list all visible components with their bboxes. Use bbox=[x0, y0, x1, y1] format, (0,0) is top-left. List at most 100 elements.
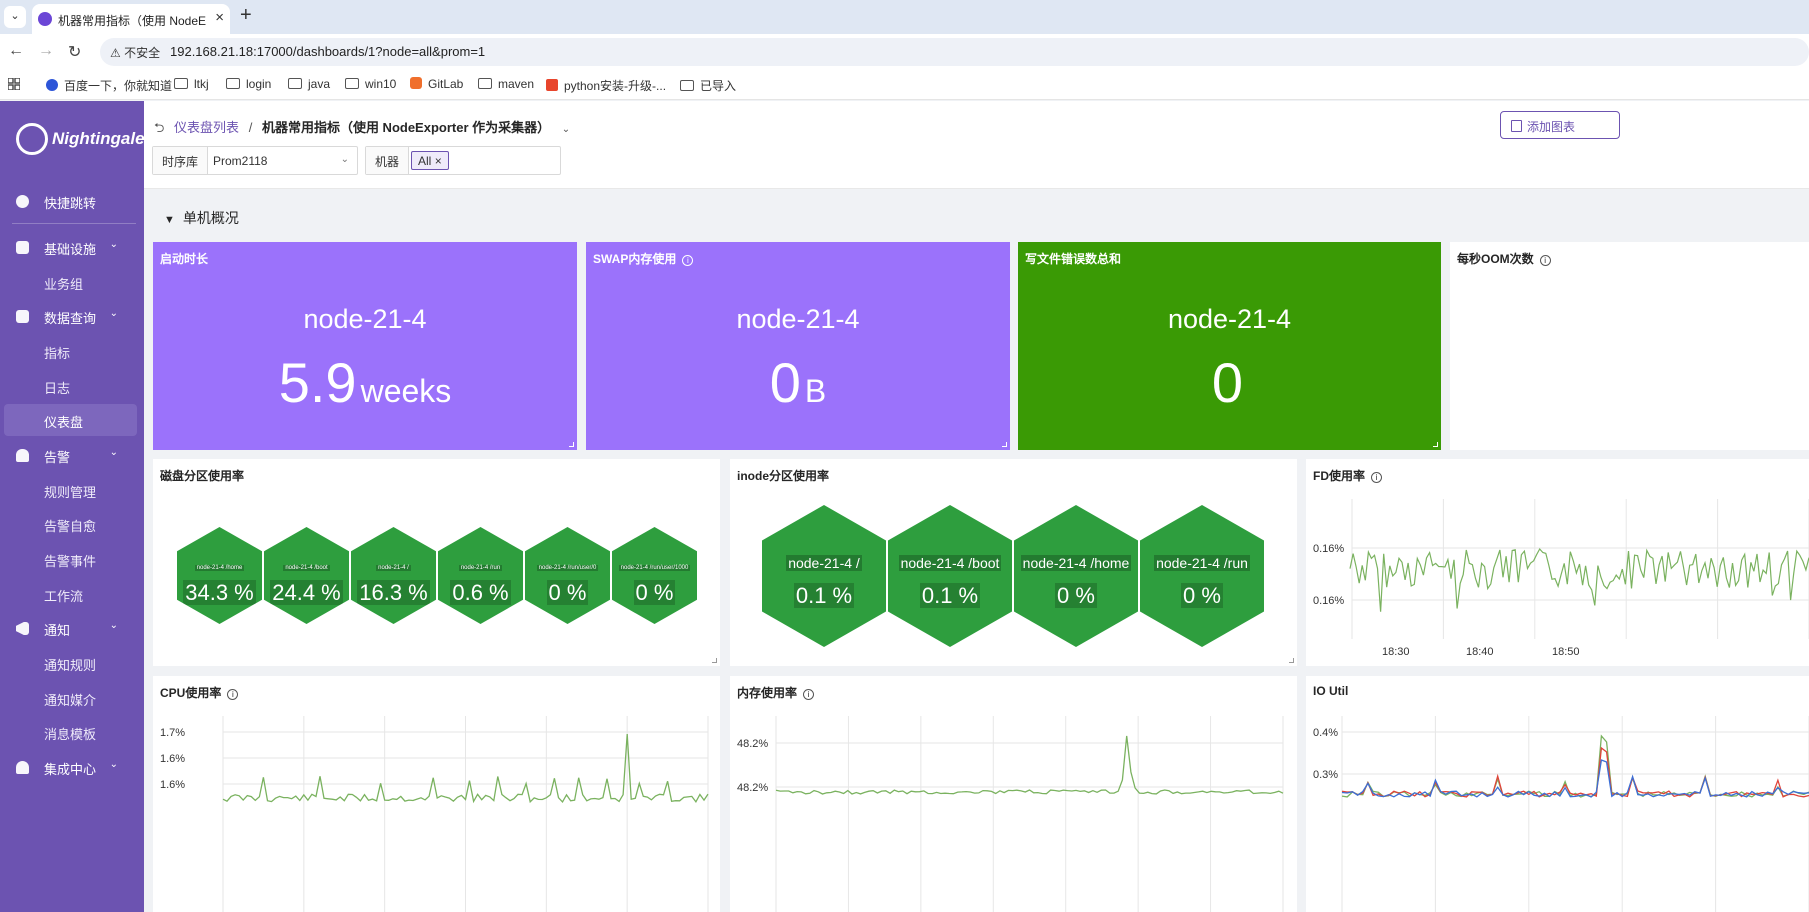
resize-handle-icon[interactable] bbox=[1002, 442, 1007, 447]
stat-series-name: node-21-4 bbox=[1167, 304, 1292, 334]
gitlab-icon bbox=[410, 77, 422, 89]
hex-cell[interactable]: node-21-4 /home 34.3 % bbox=[177, 527, 262, 624]
bookmark-imported[interactable]: 已导入 bbox=[680, 77, 736, 94]
chevron-down-icon[interactable]: ⌄ bbox=[340, 154, 349, 165]
sidebar-item-notify-media[interactable]: 通知媒介 bbox=[44, 693, 97, 708]
bookmark-win10[interactable]: win10 bbox=[345, 77, 396, 91]
hex-cell[interactable]: node-21-4 /run/user/0 0 % bbox=[525, 527, 610, 624]
hex-label: node-21-4 / bbox=[376, 565, 411, 571]
machine-select[interactable]: 机器 All × bbox=[365, 146, 561, 175]
bookmark-login[interactable]: login bbox=[226, 77, 271, 91]
folder-icon bbox=[226, 78, 240, 89]
tab-search-icon[interactable]: ⌄ bbox=[4, 6, 26, 28]
hex-cell[interactable]: node-21-4 /boot 24.4 % bbox=[264, 527, 349, 624]
sidebar-item-biz-group[interactable]: 业务组 bbox=[44, 277, 84, 292]
hex-cell[interactable]: node-21-4 /run/user/1000 0 % bbox=[612, 527, 697, 624]
panel-io-util[interactable]: IO Util 0.4% 0.3% bbox=[1306, 676, 1809, 912]
sidebar-item-notify[interactable]: 通知 ⌄ bbox=[0, 611, 144, 645]
hex-cell[interactable]: node-21-4 /boot 0.1 % bbox=[888, 505, 1012, 647]
stat-panel-oom[interactable]: 每秒OOM次数 i bbox=[1450, 242, 1809, 450]
url-field[interactable]: ⚠ 不安全 192.168.21.18:17000/dashboards/1?n… bbox=[100, 38, 1809, 66]
panel-title: CPU使用率 i bbox=[160, 684, 239, 701]
sidebar-item-self-heal[interactable]: 告警自愈 bbox=[44, 519, 97, 534]
info-icon[interactable]: i bbox=[227, 689, 239, 700]
sidebar-item-alert[interactable]: 告警 ⌄ bbox=[0, 438, 144, 472]
sidebar-item-integration[interactable]: 集成中心 ⌄ bbox=[0, 750, 144, 784]
logo[interactable]: Nightingale bbox=[16, 121, 145, 157]
resize-handle-icon[interactable] bbox=[1289, 658, 1294, 663]
tab-close-icon[interactable]: × bbox=[215, 9, 224, 26]
hex-value: 0.6 % bbox=[450, 580, 511, 605]
datasource-select[interactable]: 时序库 Prom2118 ⌄ bbox=[152, 146, 358, 175]
panel-title: inode分区使用率 bbox=[737, 469, 829, 483]
bookmark-python[interactable]: python安装-升级-... bbox=[546, 77, 666, 94]
stat-panel-write-errors[interactable]: 写文件错误数总和 node-21-4 0 bbox=[1018, 242, 1441, 450]
back-arrow-icon[interactable]: ⮌ bbox=[154, 120, 165, 135]
caret-down-icon[interactable]: ▼ bbox=[164, 214, 175, 226]
resize-handle-icon[interactable] bbox=[1433, 442, 1438, 447]
y-tick-label: 1.7% bbox=[160, 727, 185, 739]
x-tick-label: 18:50 bbox=[1552, 646, 1580, 658]
bookmark-ltkj[interactable]: ltkj bbox=[174, 77, 209, 91]
hex-cell[interactable]: node-21-4 /run 0.6 % bbox=[438, 527, 523, 624]
info-icon[interactable]: i bbox=[1539, 255, 1551, 266]
sidebar-item-msg-template[interactable]: 消息模板 bbox=[44, 727, 97, 742]
panel-memory-usage[interactable]: 内存使用率 i 48.2% 48.2% bbox=[730, 676, 1297, 912]
nightingale-logo-icon bbox=[16, 123, 48, 155]
panel-title: 写文件错误数总和 bbox=[1025, 252, 1122, 266]
chevron-down-icon[interactable]: ⌄ bbox=[561, 124, 571, 135]
stat-panel-uptime[interactable]: 启动时长 node-21-4 5.9 weeks bbox=[153, 242, 577, 450]
sidebar: Nightingale 快捷跳转 基础设施 ⌄ 业务组 数据查询 ⌄ 指标 日志… bbox=[0, 101, 145, 912]
row-section-title[interactable]: ▼ 单机概况 bbox=[164, 210, 239, 226]
cpu-chart[interactable]: 1.7% 1.6% 1.6% bbox=[153, 676, 720, 912]
sidebar-item-data-query[interactable]: 数据查询 ⌄ bbox=[0, 299, 144, 333]
bookmark-baidu[interactable]: 百度一下，你就知道 bbox=[46, 77, 172, 94]
sidebar-item-dashboard[interactable]: 仪表盘 bbox=[4, 404, 137, 436]
panel-disk-usage[interactable]: 磁盘分区使用率 node-21-4 /home 34.3 % node-21-4 /… bbox=[153, 459, 720, 666]
bookmark-gitlab[interactable]: GitLab bbox=[410, 77, 463, 91]
forward-icon[interactable]: → bbox=[38, 42, 54, 59]
sidebar-item-infra[interactable]: 基础设施 ⌄ bbox=[0, 230, 144, 264]
resize-handle-icon[interactable] bbox=[569, 442, 574, 447]
panel-inode-usage[interactable]: inode分区使用率 node-21-4 /0.1 % node-21-4 /bo… bbox=[730, 459, 1297, 666]
hex-cell[interactable]: node-21-4 / 16.3 % bbox=[351, 527, 436, 624]
baidu-icon bbox=[46, 79, 58, 91]
machine-tag[interactable]: All × bbox=[411, 151, 449, 170]
sidebar-item-logs[interactable]: 日志 bbox=[44, 381, 71, 396]
new-tab-icon[interactable]: + bbox=[240, 4, 252, 26]
resize-handle-icon[interactable] bbox=[712, 658, 717, 663]
hex-cell[interactable]: node-21-4 /home 0 % bbox=[1014, 505, 1138, 647]
machine-tag-label: All bbox=[418, 154, 432, 168]
fd-chart[interactable]: 0.16% 0.16% 18:30 18:40 18:50 bbox=[1306, 459, 1809, 666]
sidebar-item-quick-jump[interactable]: 快捷跳转 bbox=[0, 184, 144, 218]
sidebar-divider bbox=[12, 223, 136, 224]
info-icon[interactable]: i bbox=[803, 689, 815, 700]
browser-tab[interactable]: 机器常用指标（使用 NodeExporter 作为采集器） × bbox=[32, 4, 230, 34]
sidebar-item-metrics[interactable]: 指标 bbox=[44, 346, 71, 361]
reload-icon[interactable]: ↻ bbox=[68, 44, 82, 61]
security-warning[interactable]: ⚠ 不安全 bbox=[110, 46, 161, 60]
apps-grid-icon[interactable] bbox=[8, 78, 20, 90]
sidebar-item-rules[interactable]: 规则管理 bbox=[44, 485, 97, 500]
info-icon[interactable]: i bbox=[1371, 472, 1382, 483]
sidebar-item-workflow[interactable]: 工作流 bbox=[44, 589, 84, 604]
io-chart[interactable]: 0.4% 0.3% bbox=[1306, 676, 1809, 912]
add-chart-button[interactable]: 添加图表 bbox=[1500, 111, 1620, 139]
panel-fd-usage[interactable]: FD使用率 i 0.16% 0.16% 18:30 18:40 18:50 bbox=[1306, 459, 1809, 666]
sidebar-item-notify-rules[interactable]: 通知规则 bbox=[44, 658, 97, 673]
memory-chart[interactable]: 48.2% 48.2% bbox=[730, 676, 1297, 912]
chevron-down-icon: ⌄ bbox=[109, 620, 118, 631]
bookmark-java[interactable]: java bbox=[288, 77, 330, 91]
tag-close-icon[interactable]: × bbox=[434, 154, 442, 168]
hex-cell[interactable]: node-21-4 / 0.1 % bbox=[762, 505, 886, 647]
panel-cpu-usage[interactable]: CPU使用率 i 1.7% 1.6% 1.6% bbox=[153, 676, 720, 912]
back-icon[interactable]: ← bbox=[8, 42, 24, 59]
info-icon[interactable]: i bbox=[682, 255, 694, 266]
sidebar-item-events[interactable]: 告警事件 bbox=[44, 554, 97, 569]
breadcrumb-dashboard-list[interactable]: 仪表盘列表 bbox=[174, 120, 240, 135]
hex-cell[interactable]: node-21-4 /run 0 % bbox=[1140, 505, 1264, 647]
datasource-value[interactable]: Prom2118 bbox=[213, 154, 268, 168]
url-text[interactable]: 192.168.21.18:17000/dashboards/1?node=al… bbox=[170, 44, 486, 59]
bookmark-maven[interactable]: maven bbox=[478, 77, 534, 91]
